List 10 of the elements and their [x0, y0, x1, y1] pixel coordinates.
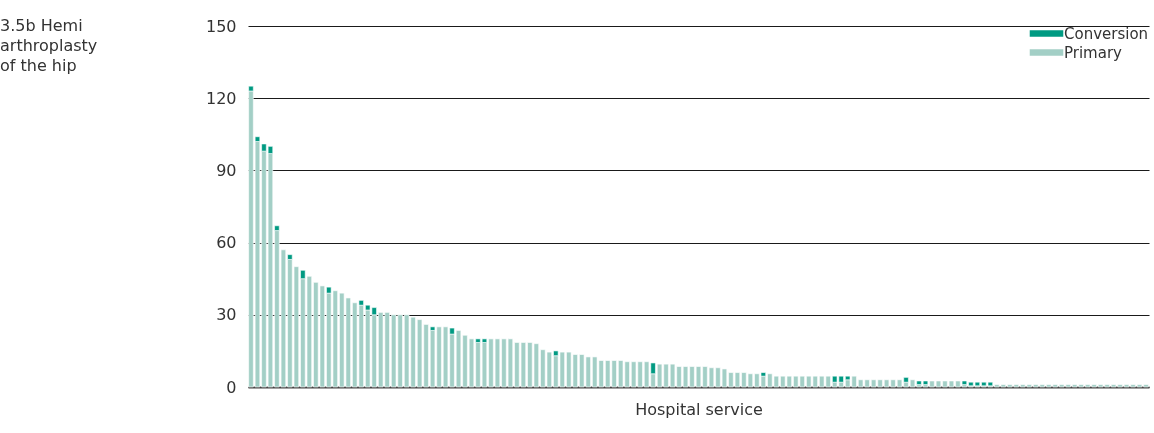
- y-tick-label: 120: [205, 88, 237, 108]
- y-tick-label: 30: [216, 305, 237, 325]
- y-tick-label: 90: [216, 160, 237, 180]
- x-axis-title: Hospital service: [635, 399, 763, 419]
- y-tick-label: 60: [216, 233, 237, 253]
- y-tick-label: 0: [226, 377, 237, 397]
- legend-label: Conversion: [1064, 24, 1149, 43]
- legend-label: Primary: [1064, 43, 1123, 62]
- y-tick-label: 150: [205, 16, 237, 36]
- text: 3.5b Hemi arthroplasty of the hip: [0, 16, 98, 75]
